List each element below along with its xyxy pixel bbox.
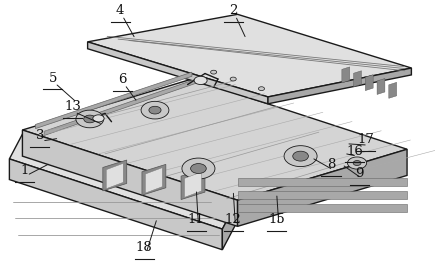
Polygon shape [106, 163, 123, 189]
Polygon shape [103, 160, 127, 191]
Circle shape [259, 87, 265, 91]
Polygon shape [88, 42, 268, 104]
Polygon shape [238, 203, 407, 212]
Text: 11: 11 [188, 213, 204, 226]
Circle shape [76, 110, 104, 128]
Polygon shape [181, 169, 205, 200]
Circle shape [84, 115, 96, 123]
Circle shape [149, 106, 161, 114]
Circle shape [141, 101, 169, 119]
Text: 15: 15 [268, 213, 285, 226]
Text: 2: 2 [229, 4, 237, 17]
Circle shape [182, 158, 215, 179]
Polygon shape [389, 82, 397, 98]
Polygon shape [222, 200, 238, 250]
Text: 17: 17 [358, 133, 374, 147]
Polygon shape [238, 149, 407, 226]
Polygon shape [10, 159, 222, 250]
Circle shape [347, 157, 367, 169]
Polygon shape [88, 14, 412, 97]
Circle shape [284, 146, 317, 167]
Text: 16: 16 [347, 145, 363, 158]
Circle shape [293, 151, 308, 161]
Text: 18: 18 [136, 241, 153, 254]
Text: 9: 9 [355, 167, 364, 180]
Text: 8: 8 [327, 158, 335, 171]
Text: 6: 6 [118, 73, 126, 86]
Circle shape [93, 115, 104, 122]
Polygon shape [238, 178, 407, 186]
Polygon shape [238, 190, 407, 199]
Circle shape [191, 163, 206, 173]
Text: 5: 5 [49, 71, 57, 85]
Text: 13: 13 [64, 100, 81, 113]
Polygon shape [184, 172, 201, 197]
Polygon shape [22, 130, 238, 226]
Polygon shape [146, 168, 162, 193]
Polygon shape [268, 68, 412, 104]
Polygon shape [354, 71, 361, 87]
Polygon shape [22, 79, 407, 200]
Polygon shape [142, 164, 166, 195]
Circle shape [194, 76, 207, 85]
Text: 12: 12 [225, 213, 242, 226]
Polygon shape [377, 78, 385, 95]
Text: 1: 1 [20, 164, 29, 177]
Polygon shape [44, 79, 196, 135]
Text: 4: 4 [116, 4, 124, 17]
Polygon shape [342, 67, 350, 83]
Circle shape [230, 77, 236, 81]
Polygon shape [365, 75, 373, 91]
Text: 3: 3 [36, 129, 44, 142]
Polygon shape [35, 72, 192, 129]
Polygon shape [10, 130, 238, 229]
Circle shape [353, 160, 361, 165]
Circle shape [211, 70, 217, 74]
